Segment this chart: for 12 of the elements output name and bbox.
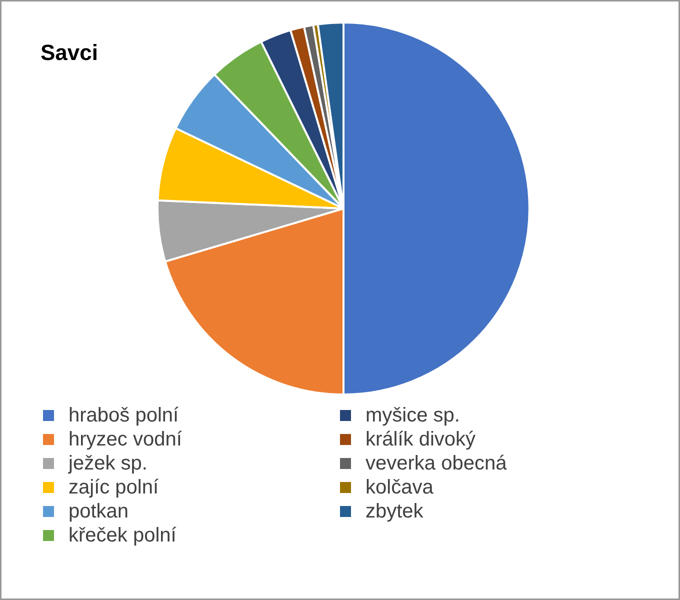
legend-label: hryzec vodní [68, 428, 182, 450]
legend-label: kolčava [366, 476, 434, 498]
legend-label: myšice sp. [366, 404, 460, 426]
legend-label: ježek sp. [68, 452, 148, 474]
legend-label: zajíc polní [68, 476, 159, 498]
legend-label: potkan [68, 500, 129, 522]
legend-label: veverka obecná [366, 452, 508, 474]
text: Savci [40, 40, 98, 65]
legend-label: zbytek [366, 500, 424, 522]
legend-label: hraboš polní [68, 404, 180, 426]
legend-label: křeček polní [68, 524, 177, 546]
legend-label: králík divoký [366, 428, 476, 450]
